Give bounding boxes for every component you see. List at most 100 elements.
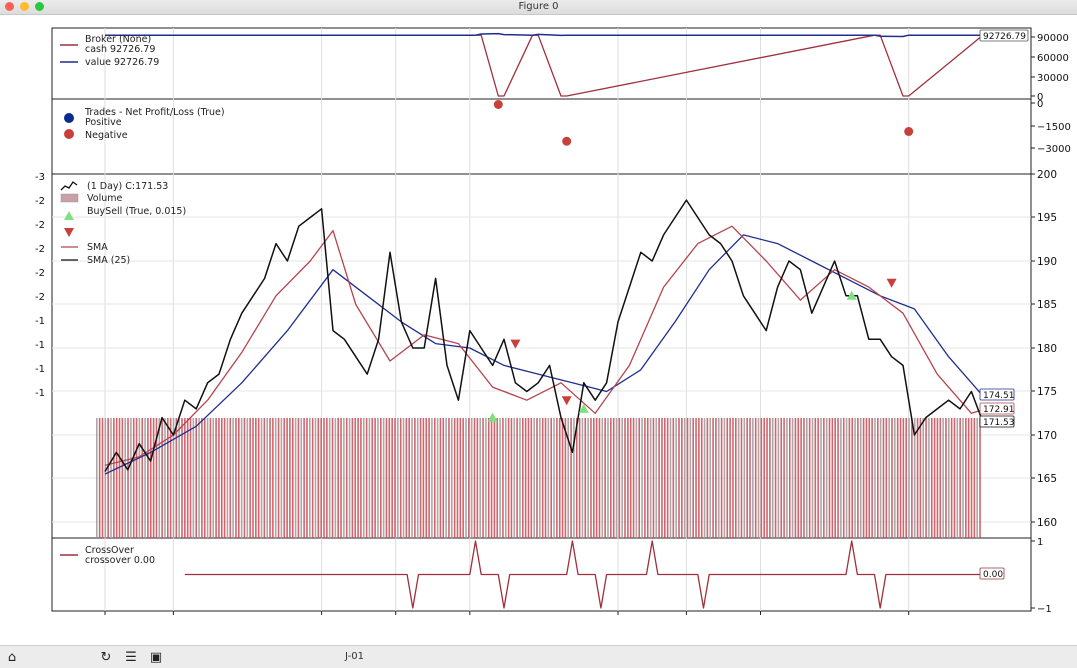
volume-bar [107, 418, 109, 538]
volume-bar [96, 418, 98, 538]
volume-bar [786, 418, 788, 538]
volume-bar [124, 418, 126, 538]
volume-bar [593, 418, 595, 538]
buysell-legend-label: BuySell (True, 0.015) [87, 206, 186, 217]
volume-bar [916, 418, 919, 538]
volume-bar [206, 418, 209, 538]
sma25-last-value: 174.51 [983, 391, 1015, 401]
volume-bar [820, 418, 822, 538]
volume-bar [260, 418, 263, 538]
volume-bar [371, 418, 374, 538]
status-text: J-01 [345, 651, 364, 662]
volume-bar [283, 418, 286, 538]
value-line [105, 32, 983, 38]
volume-bar [152, 418, 155, 538]
volume-bar [948, 418, 950, 538]
volume-bar [800, 418, 802, 538]
volume-bar [871, 418, 873, 538]
volume-bar [337, 418, 339, 538]
volume-bar [950, 418, 953, 538]
volume-bar [825, 418, 828, 538]
volume-bar [255, 418, 257, 538]
volume-bar [127, 418, 129, 538]
volume-bar [945, 418, 947, 538]
volume-bar [854, 418, 856, 538]
volume-bar [101, 418, 104, 538]
close-legend-line [60, 181, 78, 191]
volume-bar [340, 418, 342, 538]
price-legend: (1 Day) C:171.53 Volume BuySell (True, 0… [60, 181, 186, 266]
sma25-line [104, 234, 984, 475]
volume-bar [397, 418, 399, 538]
buy-signal-marker [487, 412, 498, 422]
volume-bar [573, 418, 575, 538]
volume-bar [328, 418, 331, 538]
volume-bar [644, 418, 646, 538]
volume-bar [348, 418, 351, 538]
volume-bar [695, 418, 697, 538]
volume-bar [823, 418, 825, 538]
volume-bar [476, 418, 479, 538]
volume-bar [859, 418, 862, 538]
crossover-value-label: 0.00 [979, 567, 1005, 580]
volume-legend-label: Volume [87, 193, 122, 204]
minimize-window-button[interactable] [20, 2, 29, 11]
negative-trade-point [493, 100, 503, 109]
zoom-window-button[interactable] [35, 2, 44, 11]
volume-bar [919, 418, 922, 538]
volume-bar [300, 418, 303, 538]
volume-bar [448, 418, 450, 538]
volume-bar [439, 418, 442, 538]
volume-bar [473, 418, 476, 538]
volume-bar [331, 418, 334, 538]
refresh-icon[interactable]: ↻ [100, 649, 112, 665]
volume-bar [715, 418, 717, 538]
crossover-y-axis: 1 −1 [1031, 537, 1052, 615]
volume-bar [641, 418, 643, 538]
negative-legend-marker [64, 129, 74, 139]
volume-bar [161, 418, 163, 538]
volume-bar [723, 418, 726, 538]
save-figure-icon[interactable]: ▣ [149, 649, 163, 665]
configure-subplots-icon[interactable]: ☰ [125, 649, 137, 665]
volume-bar [365, 418, 368, 538]
volume-bar [479, 418, 481, 538]
home-icon[interactable]: ⌂ [7, 649, 17, 665]
volume-bar [672, 418, 675, 538]
volume-bar [382, 418, 385, 538]
volume-bar [317, 418, 320, 538]
volume-bar [110, 418, 112, 538]
volume-bar [848, 418, 851, 538]
close-window-button[interactable] [5, 2, 14, 11]
negative-legend-label: Negative [85, 130, 128, 141]
volume-bar [212, 418, 215, 538]
volume-bar [297, 418, 300, 538]
volume-bar [658, 418, 660, 538]
volume-bar [158, 418, 161, 538]
volume-bar [391, 418, 393, 538]
broker-panel-frame [51, 27, 1032, 100]
volume-ytick: -3 [35, 172, 45, 183]
volume-bar [939, 418, 942, 538]
close-last-value: 171.53 [983, 418, 1015, 428]
volume-bar [581, 418, 584, 538]
volume-bar [976, 418, 978, 538]
volume-bar [453, 418, 456, 538]
volume-bar [862, 418, 865, 538]
volume-y-axis: -3 -2 -2 -2 -2 -2 -1 -1 -1 -1 [35, 172, 45, 399]
volume-bar [493, 418, 496, 538]
volume-bar [547, 418, 550, 538]
volume-bar [209, 418, 212, 538]
volume-bar [522, 418, 524, 538]
volume-bar [777, 418, 780, 538]
volume-bar [499, 418, 501, 538]
trades-ytick: −1500 [1037, 122, 1071, 133]
volume-bar [468, 418, 470, 538]
price-ytick: 170 [1037, 430, 1057, 442]
volume-bar [121, 418, 124, 538]
volume-bar [757, 418, 760, 538]
volume-bar [203, 418, 206, 538]
volume-bar [201, 418, 203, 538]
sma-line [104, 225, 983, 467]
